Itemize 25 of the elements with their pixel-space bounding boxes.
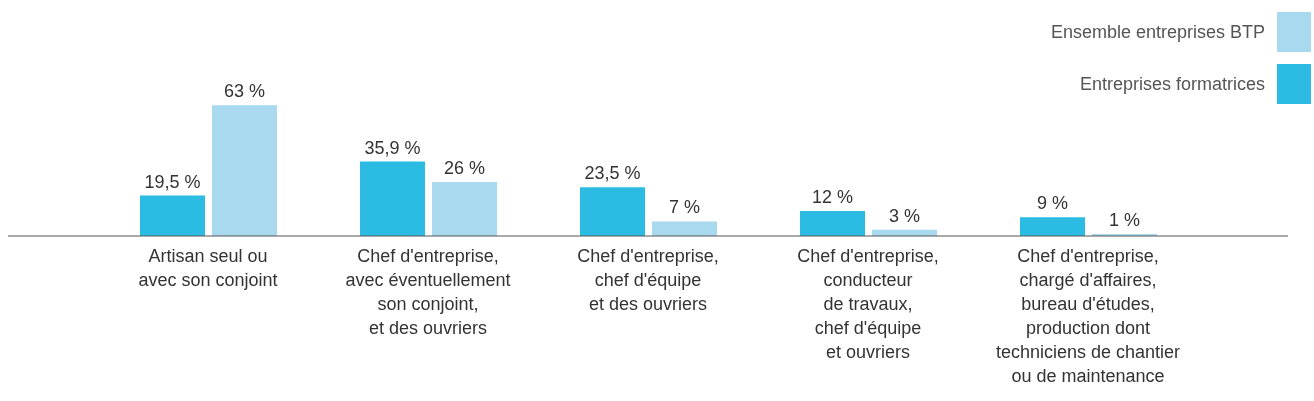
data-label: 12 % bbox=[811, 187, 854, 208]
bar bbox=[140, 195, 205, 236]
bar bbox=[580, 187, 645, 236]
legend-label: Ensemble entreprises BTP bbox=[1050, 21, 1265, 43]
x-tick-label: Chef d'entreprise, conducteur de travaux, chef d'équipe et ouvriers bbox=[797, 246, 939, 362]
data-label: 26 % bbox=[443, 158, 486, 179]
data-label: 63 % bbox=[223, 81, 266, 102]
x-tick-label: Artisan seul ou avec son conjoint bbox=[138, 246, 278, 290]
data-label: 35,9 % bbox=[364, 137, 421, 158]
data-label: 3 % bbox=[888, 205, 921, 226]
bar bbox=[1020, 217, 1085, 236]
bar bbox=[360, 161, 425, 236]
x-tick-label: Chef d'entreprise, chargé d'affaires, bureau d'études, production dont techniciens de chantier ou de maintenance bbox=[995, 246, 1181, 386]
x-tick-label: Chef d'entreprise, chef d'équipe et des ouvriers bbox=[577, 246, 719, 314]
data-label: 19,5 % bbox=[144, 171, 201, 192]
bar bbox=[212, 105, 277, 236]
data-label: 7 % bbox=[668, 197, 701, 218]
x-tick-label: Chef d'entreprise, avec éventuellement son conjoint, et des ouvriers bbox=[345, 246, 511, 338]
data-label: 9 % bbox=[1036, 193, 1069, 214]
bar bbox=[652, 221, 717, 236]
bar bbox=[432, 182, 497, 236]
legend-label: Entreprises formatrices bbox=[1079, 73, 1265, 95]
data-label: 1 % bbox=[1108, 209, 1141, 230]
data-label: 23,5 % bbox=[584, 163, 641, 184]
bar bbox=[800, 211, 865, 236]
